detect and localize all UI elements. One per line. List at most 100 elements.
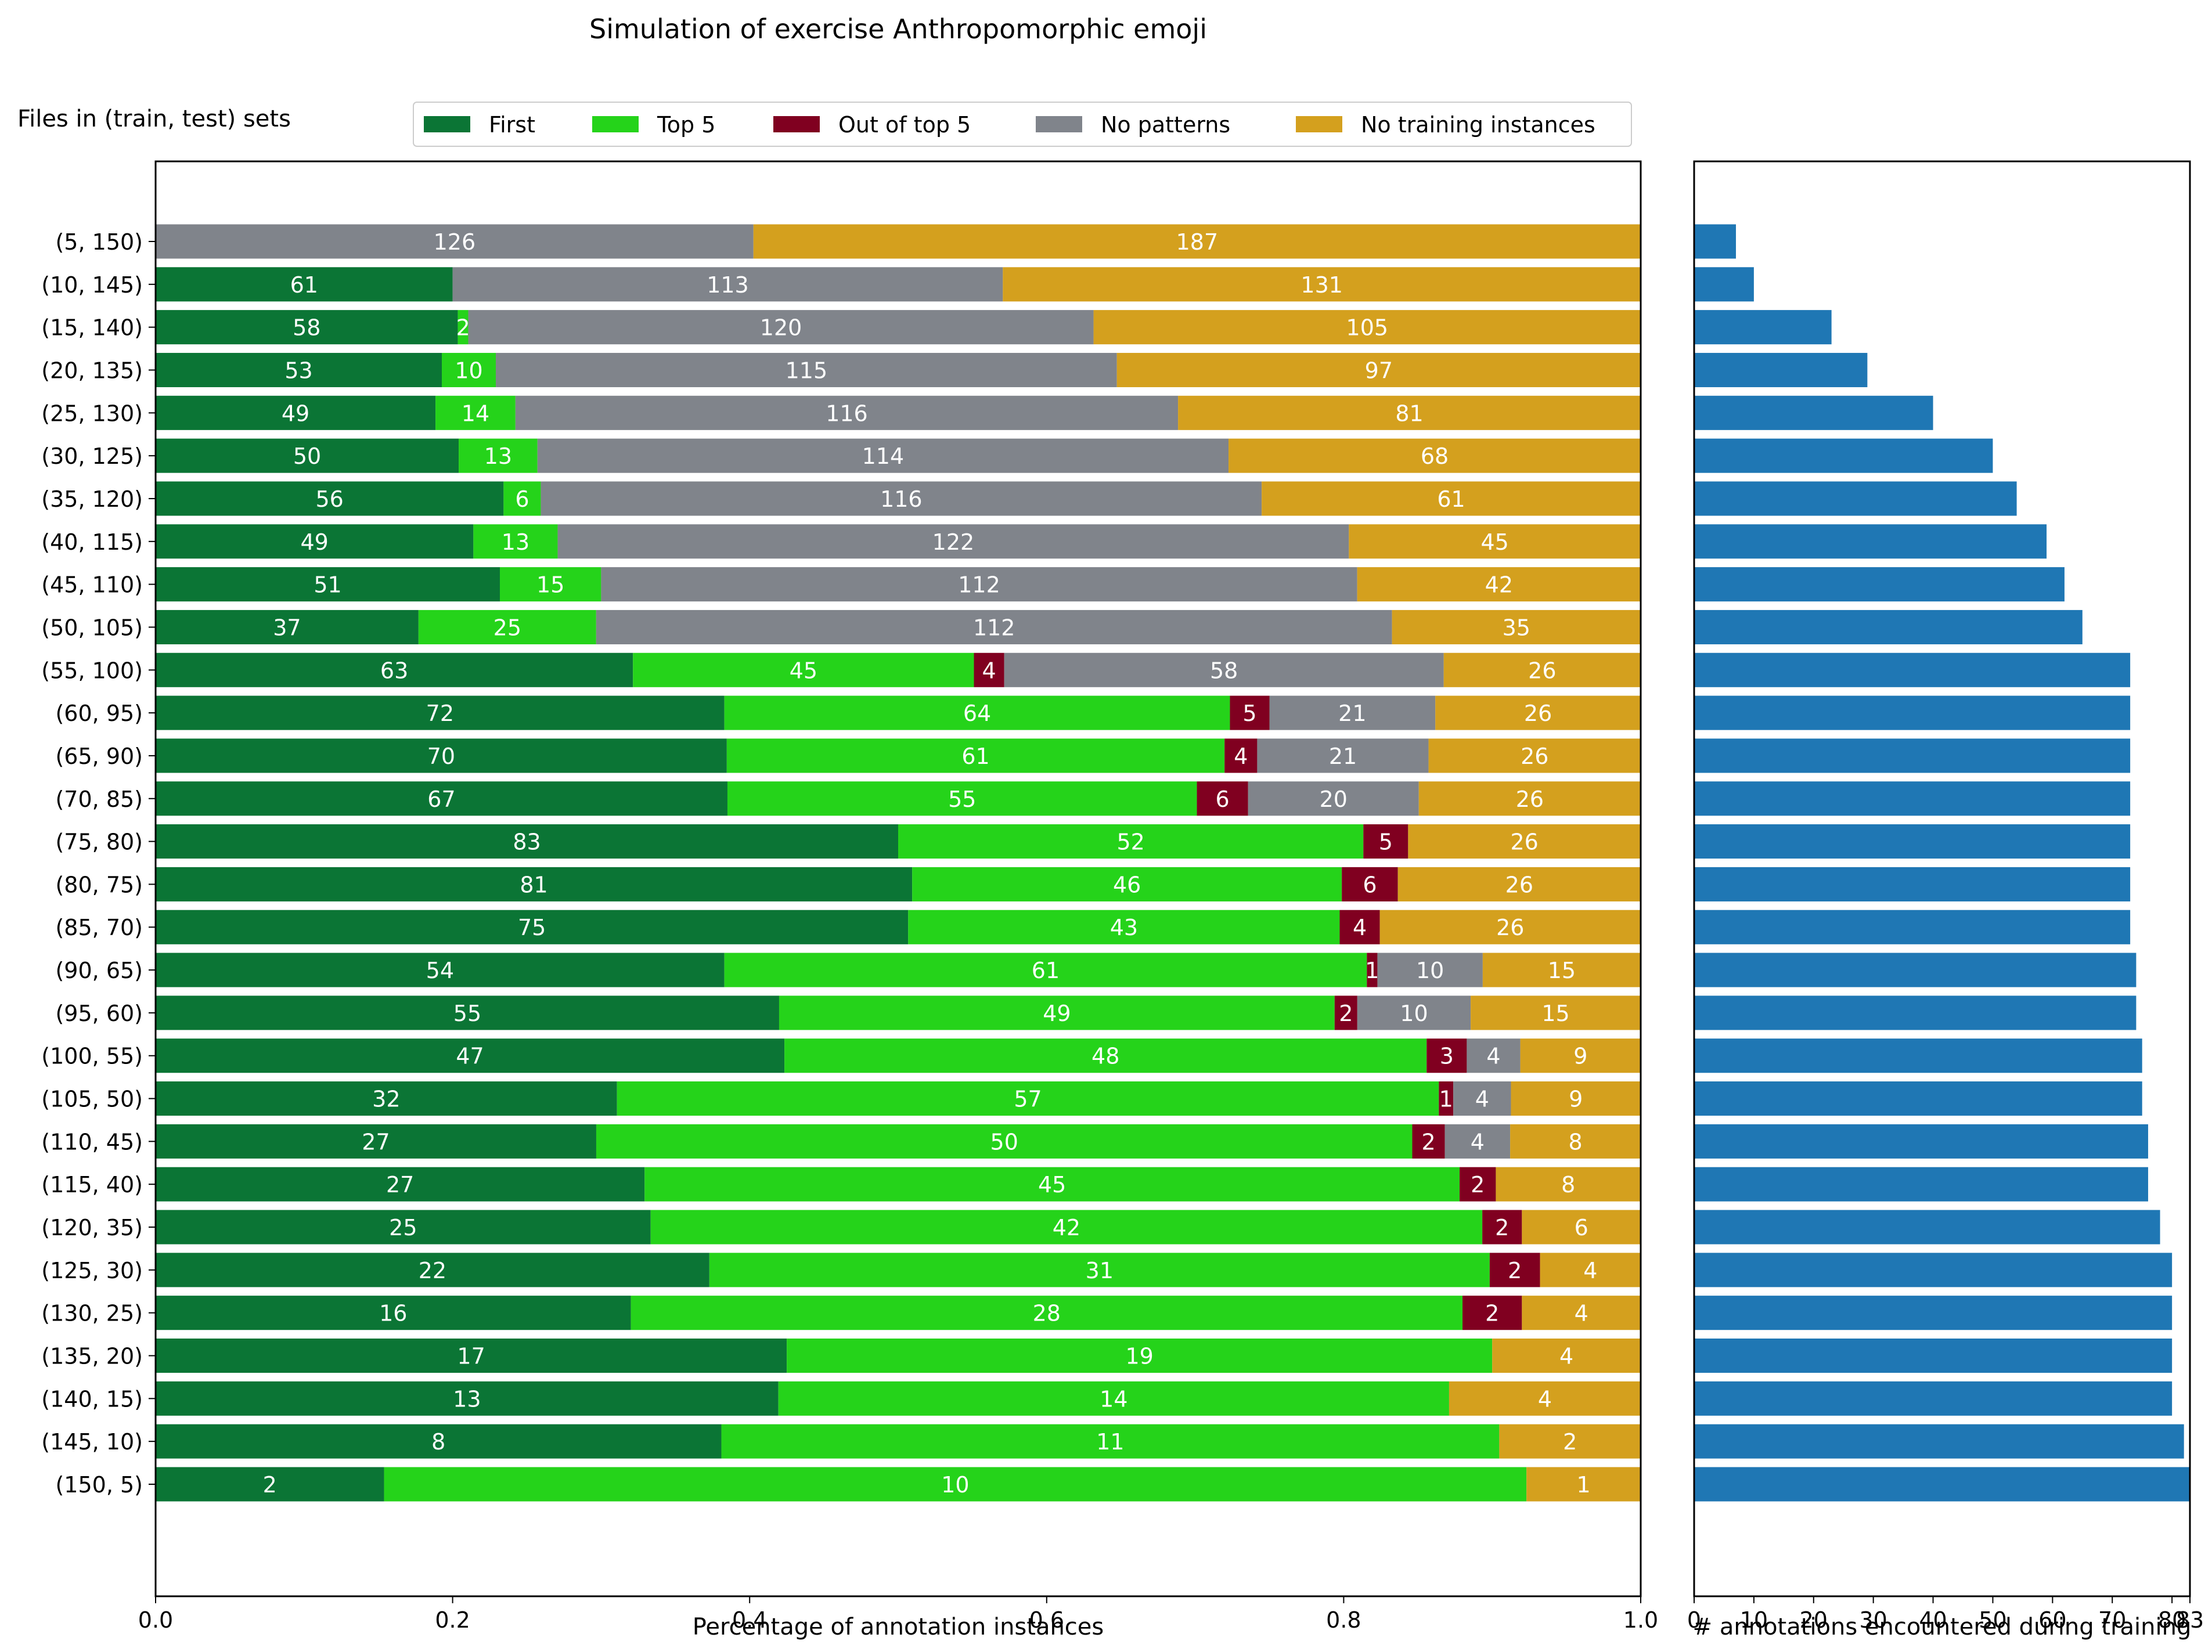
bar-segment xyxy=(459,438,538,473)
bar-value-label: 45 xyxy=(1038,1172,1066,1197)
bar-segment xyxy=(156,1210,651,1245)
bar-segment xyxy=(644,1167,1460,1202)
main-plot-area: (5, 150) 126 187(10, 145) 61 113 131(15, 140)… xyxy=(41,224,1658,1633)
bar-segment xyxy=(1248,781,1419,816)
y-tick-label: (95, 60) xyxy=(55,1001,143,1026)
bar-value-label: 8 xyxy=(1561,1172,1575,1197)
bar-value-label: 4 xyxy=(1575,1301,1588,1326)
bar-segment xyxy=(1499,1424,1641,1459)
bar-segment xyxy=(1492,1338,1641,1373)
side-bar xyxy=(1694,1296,2173,1330)
side-bar xyxy=(1694,438,1993,473)
bar-segment xyxy=(1449,1381,1641,1416)
side-bar xyxy=(1694,1038,2142,1073)
bar-value-label: 57 xyxy=(1014,1087,1042,1112)
bar-value-label: 75 xyxy=(518,915,546,940)
bar-value-label: 42 xyxy=(1053,1215,1080,1240)
bar-value-label: 49 xyxy=(300,529,328,555)
bar-value-label: 126 xyxy=(434,229,476,255)
bar-segment xyxy=(727,781,1197,816)
bar-segment xyxy=(1428,738,1641,773)
bar-value-label: 21 xyxy=(1329,744,1357,769)
bar-segment xyxy=(601,567,1357,602)
bar-value-label: 10 xyxy=(941,1472,969,1498)
bar-value-label: 26 xyxy=(1528,658,1556,683)
bar-value-label: 46 xyxy=(1113,872,1141,897)
side-bar xyxy=(1694,224,1737,259)
bar-value-label: 37 xyxy=(273,615,301,640)
side-bar xyxy=(1694,953,2137,987)
bar-value-label: 6 xyxy=(1575,1215,1588,1240)
bar-segment xyxy=(974,652,1004,687)
bar-value-label: 61 xyxy=(1437,486,1465,512)
bar-segment xyxy=(650,1210,1483,1245)
side-bar xyxy=(1694,1253,2173,1287)
y-tick-label: (135, 20) xyxy=(41,1344,143,1369)
bar-value-label: 1 xyxy=(1439,1087,1453,1112)
bar-value-label: 45 xyxy=(790,658,817,683)
bar-segment xyxy=(1540,1253,1641,1287)
side-bar xyxy=(1694,738,2131,773)
bar-segment xyxy=(441,352,496,388)
bar-segment xyxy=(1489,1253,1540,1287)
bar-value-label: 2 xyxy=(1421,1129,1435,1155)
bar-value-label: 2 xyxy=(1485,1301,1499,1326)
bar-segment xyxy=(631,1296,1463,1330)
bar-value-label: 61 xyxy=(1032,958,1060,983)
bar-segment xyxy=(1460,1167,1496,1202)
bar-value-label: 8 xyxy=(1568,1129,1582,1155)
y-tick-label: (30, 125) xyxy=(41,443,143,469)
x-tick-label: 0.0 xyxy=(138,1607,173,1633)
bar-value-label: 48 xyxy=(1091,1044,1119,1069)
bar-segment xyxy=(1520,1038,1641,1073)
bar-value-label: 63 xyxy=(380,658,408,683)
main-plot-frame xyxy=(154,160,1642,1597)
bar-segment xyxy=(1339,910,1380,944)
y-tick-label: (60, 95) xyxy=(55,701,143,726)
bar-value-label: 68 xyxy=(1421,443,1449,469)
bar-segment xyxy=(1116,352,1641,388)
bar-segment xyxy=(1367,953,1378,987)
bar-segment xyxy=(1004,652,1444,687)
bar-value-label: 120 xyxy=(760,315,802,341)
side-x-tick-label: 60 xyxy=(2038,1607,2066,1633)
bar-value-label: 26 xyxy=(1521,744,1548,769)
bar-segment xyxy=(753,224,1641,259)
bar-value-label: 122 xyxy=(932,529,975,555)
bar-segment xyxy=(784,1038,1427,1073)
bar-value-label: 97 xyxy=(1365,358,1393,383)
bar-segment xyxy=(908,910,1340,944)
side-x-tick-label: 50 xyxy=(1979,1607,2006,1633)
y-tick-label: (105, 50) xyxy=(41,1087,143,1112)
legend-label: No patterns xyxy=(1101,112,1230,138)
bar-value-label: 25 xyxy=(389,1215,417,1240)
bar-segment xyxy=(156,953,725,987)
bar-segment xyxy=(1426,1038,1467,1073)
bar-segment xyxy=(1510,1124,1641,1159)
bar-value-label: 2 xyxy=(1495,1215,1509,1240)
bar-value-label: 15 xyxy=(1548,958,1576,983)
bar-value-label: 70 xyxy=(427,744,455,769)
y-tick-label: (125, 30) xyxy=(41,1258,143,1283)
side-bar xyxy=(1694,609,2083,644)
legend: First Top 5 Out of top 5 No patterns No trai… xyxy=(413,102,1632,147)
bar-segment xyxy=(721,1424,1500,1459)
bar-segment xyxy=(503,481,541,516)
bar-value-label: 16 xyxy=(379,1301,407,1326)
bar-value-label: 19 xyxy=(1125,1344,1153,1369)
bar-segment xyxy=(1471,995,1641,1030)
bar-value-label: 114 xyxy=(862,443,905,469)
bar-value-label: 10 xyxy=(1400,1001,1428,1026)
chart-title: Simulation of exercise Anthropomorphic e… xyxy=(589,13,1207,45)
bar-value-label: 64 xyxy=(963,701,991,726)
bar-value-label: 2 xyxy=(1563,1429,1577,1455)
y-tick-label: (15, 140) xyxy=(41,315,143,341)
side-bar xyxy=(1694,267,1754,302)
bar-value-label: 83 xyxy=(513,829,541,855)
x-tick-label: 0.6 xyxy=(1029,1607,1064,1633)
bar-segment xyxy=(778,1381,1449,1416)
bar-segment xyxy=(156,609,419,644)
bar-value-label: 43 xyxy=(1110,915,1138,940)
bar-value-label: 6 xyxy=(1216,787,1230,812)
bar-segment xyxy=(156,1467,384,1502)
